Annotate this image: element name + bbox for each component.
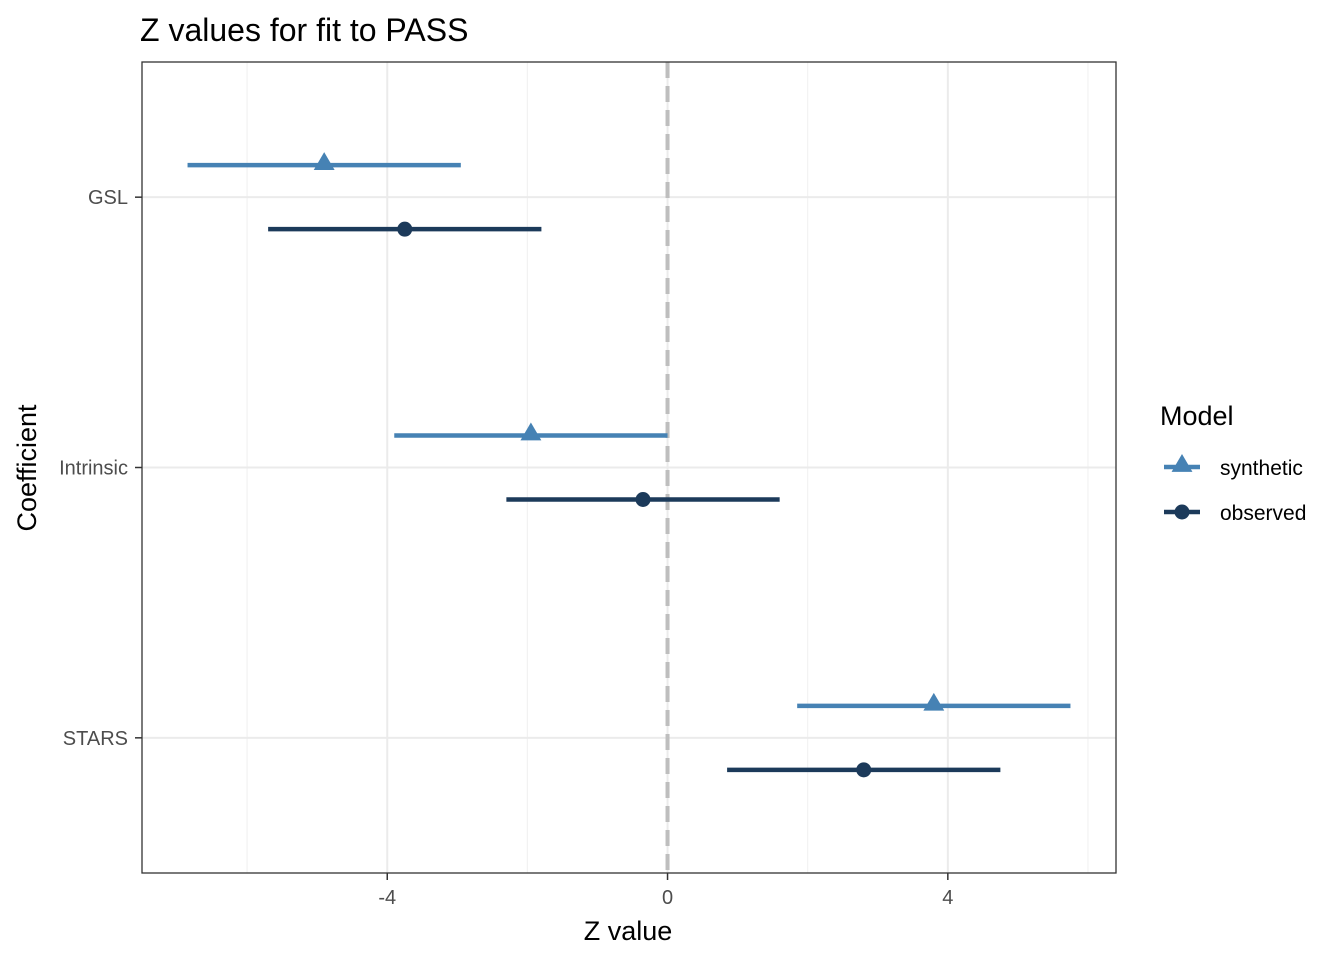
axes: -4 0 4 GSL Intrinsic STARS	[59, 187, 953, 909]
legend: Model synthetic observed	[1160, 401, 1306, 525]
x-tick-label: 0	[662, 887, 673, 909]
legend-title: Model	[1160, 401, 1234, 431]
interval-marks	[187, 152, 1071, 778]
legend-label-synthetic: synthetic	[1220, 457, 1303, 480]
point-synthetic	[923, 692, 945, 711]
grid-lines	[142, 62, 1116, 873]
point-observed	[397, 221, 413, 237]
legend-key-marker-synthetic	[1171, 454, 1193, 472]
point-synthetic	[313, 152, 335, 170]
x-axis-title: Z value	[584, 916, 673, 946]
x-tick-label: -4	[378, 887, 396, 909]
point-observed	[856, 762, 872, 778]
y-tick-label: STARS	[63, 728, 128, 750]
chart-title: Z values for fit to PASS	[140, 12, 468, 48]
x-tick-label: 4	[942, 887, 953, 909]
y-axis-title: Coefficient	[12, 404, 42, 532]
legend-key-marker-observed	[1174, 504, 1190, 520]
legend-label-observed: observed	[1220, 502, 1306, 525]
y-tick-label: Intrinsic	[59, 458, 128, 480]
y-tick-label: GSL	[88, 187, 128, 209]
point-observed	[635, 492, 651, 507]
legend-items: synthetic observed	[1164, 454, 1306, 525]
point-synthetic	[520, 422, 542, 441]
